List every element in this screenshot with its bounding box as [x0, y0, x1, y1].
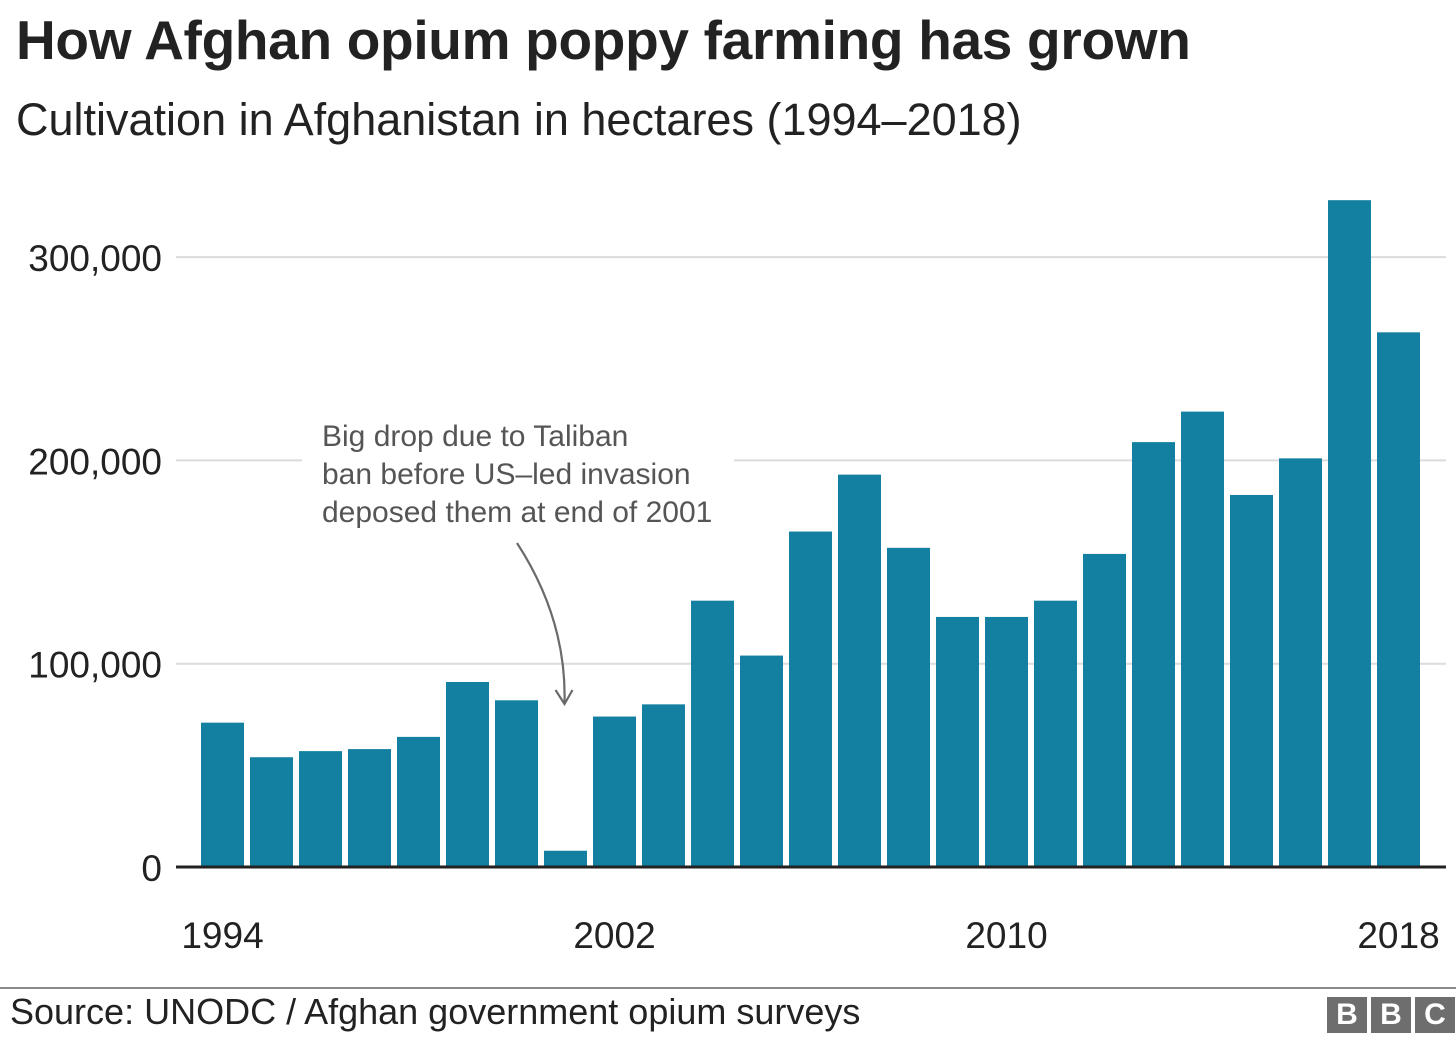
- bar-2002: [593, 716, 636, 867]
- y-tick-label: 200,000: [28, 441, 162, 482]
- logo-block-1: B: [1327, 997, 1367, 1033]
- annotation-arrow: [516, 542, 566, 705]
- bar-1995: [250, 757, 293, 867]
- y-tick-label: 100,000: [28, 645, 162, 686]
- bar-2000: [495, 700, 538, 867]
- bbc-logo: B B C: [1327, 997, 1455, 1033]
- source-note: Source: UNODC / Afghan government opium …: [10, 991, 861, 1032]
- bar-2013: [1132, 442, 1175, 867]
- bar-1994: [201, 722, 244, 867]
- bar-1998: [397, 736, 440, 867]
- x-tick-label: 2002: [573, 915, 655, 956]
- y-tick-label: 0: [141, 848, 162, 889]
- bar-2006: [789, 531, 832, 867]
- x-tick-label: 1994: [181, 915, 263, 956]
- bar-2009: [936, 616, 979, 867]
- bar-2015: [1230, 494, 1273, 867]
- bar-2008: [887, 547, 930, 867]
- chart-title: How Afghan opium poppy farming has grown: [16, 9, 1191, 71]
- bar-2011: [1034, 600, 1077, 867]
- bar-2010: [985, 616, 1028, 867]
- logo-block-3: C: [1415, 997, 1455, 1033]
- bar-2017: [1328, 200, 1371, 867]
- bar-2007: [838, 474, 881, 867]
- annotation-line: ban before US–led invasion: [322, 458, 691, 491]
- x-tick-label: 2018: [1357, 915, 1439, 956]
- x-tick-label: 2010: [965, 915, 1047, 956]
- annotation-arrowhead: [554, 689, 574, 707]
- bar-2004: [691, 600, 734, 867]
- bar-2003: [642, 704, 685, 867]
- footer-divider: [0, 987, 1456, 989]
- bar-2018: [1377, 332, 1420, 867]
- bar-2016: [1279, 458, 1322, 867]
- chart-subtitle: Cultivation in Afghanistan in hectares (…: [16, 94, 1022, 145]
- bar-1999: [446, 681, 489, 867]
- bar-1996: [299, 751, 342, 867]
- annotation-background: [302, 410, 734, 534]
- bar-1997: [348, 749, 391, 867]
- bar-2001: [544, 850, 587, 867]
- bar-chart: Big drop due to Taliban ban before US–led…: [28, 200, 1446, 956]
- bar-2014: [1181, 411, 1224, 867]
- annotation-line: Big drop due to Taliban: [322, 420, 628, 453]
- logo-block-2: B: [1371, 997, 1411, 1033]
- annotation-line: deposed them at end of 2001: [322, 496, 712, 529]
- bar-2012: [1083, 553, 1126, 867]
- y-tick-label: 300,000: [28, 238, 162, 279]
- bar-2005: [740, 655, 783, 867]
